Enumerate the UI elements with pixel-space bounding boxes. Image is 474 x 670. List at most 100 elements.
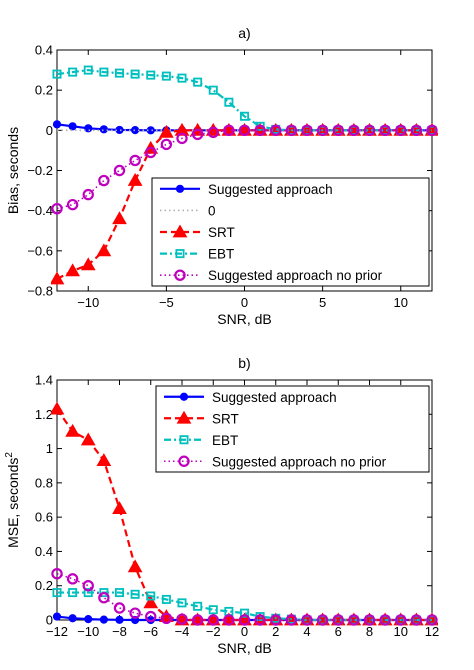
data-point: [160, 138, 173, 151]
legend: Suggested approach 0 SRT EBT Suggested appro…: [151, 177, 430, 287]
legend-label: SRT: [212, 411, 239, 426]
data-point: [160, 612, 173, 624]
data-point: [363, 124, 376, 137]
data-point: [426, 124, 438, 137]
data-point: [379, 124, 391, 137]
y-tick-label: −0.6: [27, 243, 53, 258]
data-point: [99, 588, 109, 598]
data-point: [191, 128, 204, 141]
data-point: [113, 602, 126, 614]
legend-marker: [179, 435, 189, 445]
data-point: [51, 202, 63, 215]
series-line: [57, 591, 432, 622]
data-point: [208, 605, 218, 615]
series-suggested-approach-no-prior: [51, 568, 438, 626]
y-tick-label: −0.2: [27, 163, 53, 178]
data-point: [395, 124, 407, 137]
x-axis-label: SNR, dB: [217, 640, 271, 656]
data-point: [130, 69, 140, 79]
x-tick-label: 6: [335, 624, 342, 639]
data-point: [363, 614, 376, 626]
legend-label: EBT: [208, 247, 234, 262]
data-point: [65, 263, 80, 277]
data-point: [130, 589, 140, 599]
x-tick-label: 10: [394, 624, 408, 639]
data-point: [143, 595, 159, 609]
x-tick-label: 2: [272, 624, 279, 639]
y-tick-label: 0.4: [35, 43, 53, 58]
data-point: [127, 173, 143, 186]
data-point: [191, 614, 204, 626]
y-tick-label: −0.4: [27, 203, 53, 218]
data-point: [177, 73, 187, 83]
data-point: [52, 612, 62, 621]
data-point: [238, 124, 251, 137]
data-point: [379, 614, 391, 626]
x-tick-label: −12: [46, 624, 68, 639]
data-point: [254, 124, 266, 137]
chart-title: a): [238, 25, 250, 41]
data-point: [285, 614, 298, 626]
series-line: [56, 572, 432, 621]
data-point: [177, 598, 187, 608]
legend-marker: [178, 455, 190, 467]
legend-label: Suggested approach no prior: [212, 454, 387, 469]
data-point: [146, 70, 156, 80]
data-point: [66, 573, 79, 585]
data-point: [112, 501, 127, 514]
data-point: [348, 614, 360, 626]
x-tick-label: 8: [366, 624, 373, 639]
data-point: [51, 401, 65, 415]
y-tick-label: 0: [46, 613, 53, 628]
data-point: [84, 615, 93, 624]
data-point: [316, 124, 329, 137]
legend-label: Suggested approach: [208, 182, 333, 197]
chart-title: b): [238, 355, 250, 371]
x-tick-label: 5: [319, 295, 326, 310]
data-point: [270, 124, 282, 137]
data-point: [395, 614, 407, 626]
x-tick-label: 0: [241, 624, 248, 639]
data-point: [99, 125, 108, 134]
data-point: [146, 591, 156, 601]
data-point: [96, 243, 112, 257]
y-tick-label: 1: [46, 441, 53, 456]
x-tick-label: 12: [425, 624, 439, 639]
y-tick-label: 1.4: [35, 373, 53, 388]
legend-marker: [175, 249, 185, 259]
data-point: [145, 610, 157, 623]
y-tick-label: 0.8: [35, 475, 53, 490]
data-point: [224, 97, 234, 107]
data-point: [65, 423, 80, 437]
y-tick-label: 0.2: [35, 578, 53, 593]
data-point: [115, 68, 125, 78]
data-point: [129, 154, 141, 167]
legend-label: EBT: [212, 433, 238, 448]
x-tick-label: −4: [175, 624, 190, 639]
data-point: [301, 124, 313, 137]
data-point: [193, 601, 203, 611]
data-point: [83, 588, 93, 598]
legend-label: Suggested approach no prior: [208, 268, 383, 283]
data-point: [239, 608, 249, 618]
legend-marker: [176, 410, 192, 424]
data-point: [161, 71, 171, 81]
data-point: [99, 67, 109, 77]
data-point: [207, 126, 219, 139]
legend-box: [155, 385, 430, 473]
data-point: [112, 211, 127, 225]
chart-panel-2: −12 −10 −8 −6 −4 −2 0 2 4 6 8 10 12 0 0.2 0.4 0.6 0.8 1 1.2…: [4, 355, 439, 656]
data-point: [127, 559, 143, 573]
data-point: [410, 614, 423, 626]
series-suggested-approach-no-prior: [51, 124, 438, 215]
y-tick-label: −0.8: [27, 284, 53, 299]
y-axis-label: Bias, seconds: [5, 127, 21, 214]
legend-label: 0: [208, 203, 216, 218]
data-point: [68, 614, 77, 623]
data-point: [270, 614, 282, 626]
data-point: [207, 614, 219, 626]
data-point: [82, 188, 94, 201]
y-tick-label: 0: [46, 123, 53, 138]
legend-marker: [175, 184, 185, 193]
